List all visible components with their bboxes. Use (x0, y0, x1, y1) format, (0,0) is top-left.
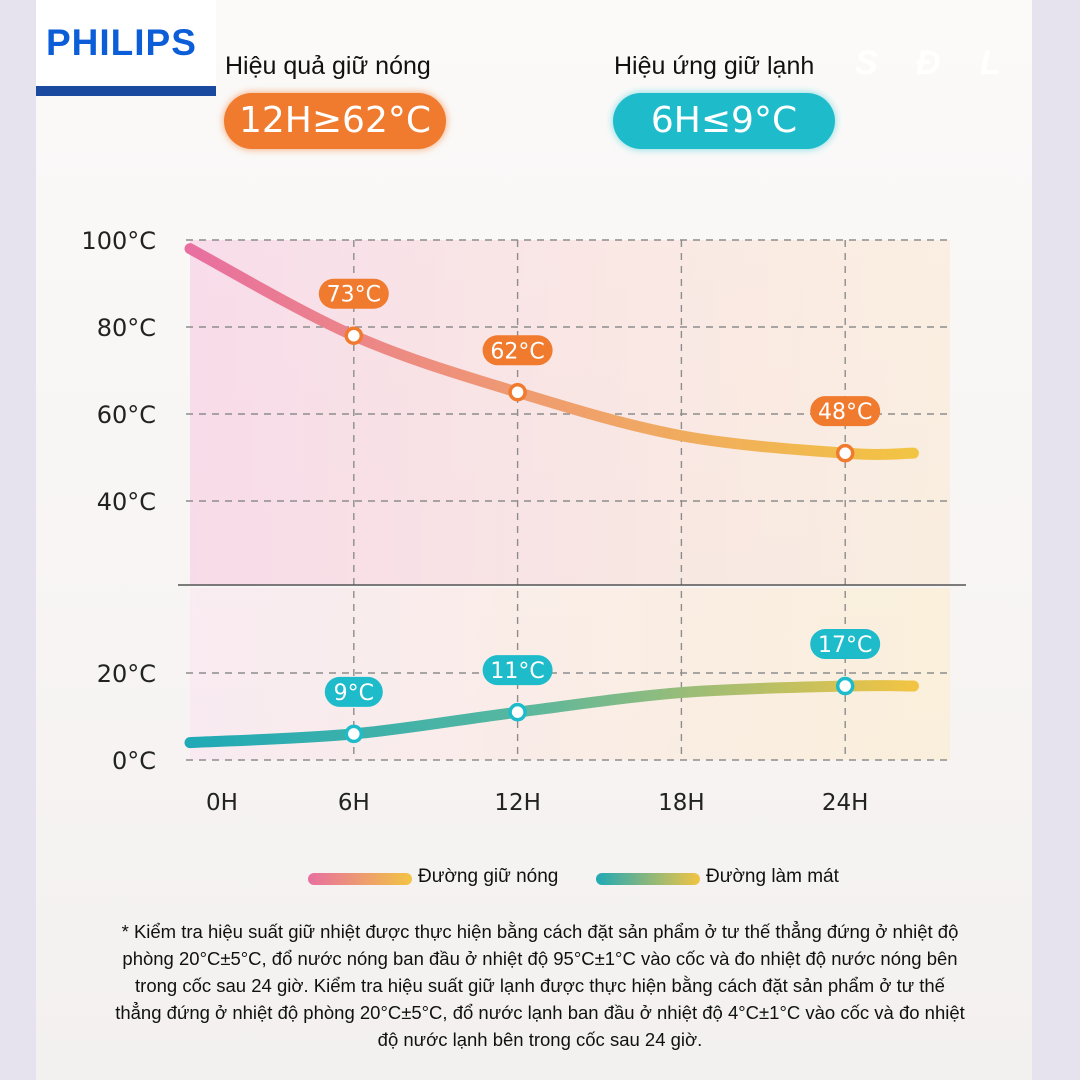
data-point-marker (508, 383, 527, 402)
data-value-label-bg (324, 676, 383, 707)
data-point-marker (508, 702, 527, 722)
data-value-label-text: 11°C (490, 659, 544, 684)
x-tick-label: 0H (206, 790, 238, 816)
data-point-marker (835, 676, 855, 696)
data-value-label: 9°C (324, 676, 383, 707)
data-value-label-text: 48°C (818, 400, 872, 425)
data-value-label-bg (810, 396, 881, 427)
legend-cold-label: Đường làm mát (706, 866, 839, 887)
y-tick-label: 20°C (97, 660, 156, 688)
data-point-marker (344, 326, 364, 345)
x-tick-label: 12H (494, 790, 541, 816)
data-value-label-bg (482, 655, 553, 686)
test-method-note: * Kiểm tra hiệu suất giữ nhiệt được thực… (115, 921, 965, 1050)
hot-heading: Hiệu quả giữ nóng (225, 52, 431, 80)
y-tick-label: 80°C (97, 314, 156, 342)
hot-result-pill: 12H≥62°C (224, 93, 446, 149)
cold-result-pill: 6H≤9°C (613, 93, 835, 149)
brand-logo: PHILIPS (36, 0, 216, 96)
data-value-label-bg (810, 629, 881, 660)
data-value-label: 62°C (482, 335, 553, 366)
x-tick-label: 6H (338, 790, 370, 816)
data-value-label: 17°C (810, 629, 881, 660)
legend-hot-label: Đường giữ nóng (418, 866, 559, 887)
x-tick-label: 18H (658, 790, 705, 816)
data-value-label: 73°C (318, 278, 389, 309)
badge-l: L (979, 44, 1001, 82)
x-tick-label: 24H (822, 790, 869, 816)
data-value-label: 48°C (810, 396, 881, 427)
brand-bar (36, 86, 216, 96)
y-tick-label: 60°C (97, 401, 156, 429)
data-value-label-text: 17°C (818, 633, 872, 658)
brand-name: PHILIPS (46, 22, 197, 63)
cold-heading: Hiệu ứng giữ lạnh (614, 52, 815, 80)
data-point-marker (835, 443, 855, 463)
data-value-label-text: 9°C (334, 681, 374, 706)
data-value-label-text: 73°C (327, 283, 381, 308)
y-tick-label: 40°C (97, 488, 156, 516)
data-point-marker (344, 724, 364, 744)
legend-hot-swatch (308, 873, 412, 885)
y-tick-label: 100°C (81, 227, 156, 255)
temperature-chart: 100°C 80°C 60°C 40°C 20°C 0°C 0H 6H 12H 18H 24H 73°… (81, 227, 966, 816)
legend-cold-swatch (596, 873, 700, 885)
data-value-label-text: 62°C (490, 339, 544, 364)
data-value-label: 11°C (482, 655, 553, 686)
data-value-label-bg (318, 278, 389, 309)
y-tick-label: 0°C (112, 747, 156, 775)
data-value-label-bg (482, 335, 553, 366)
